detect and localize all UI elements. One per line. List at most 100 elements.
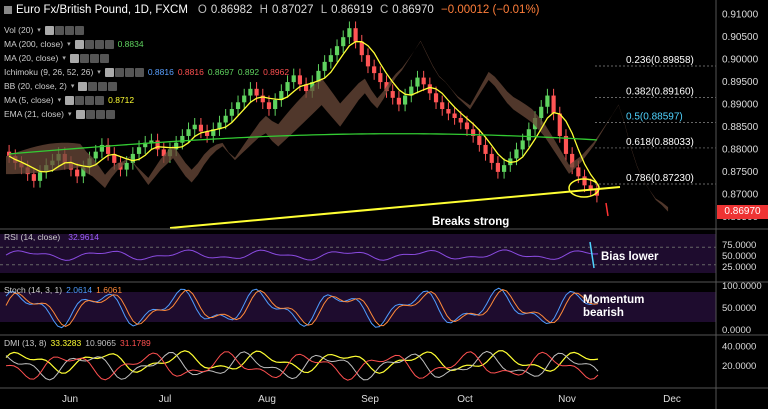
indicator-row[interactable]: Ichimoku (9, 26, 52, 26) ▾ 0.8816 0.8816 0.8… (4, 66, 289, 78)
candle-body (186, 129, 191, 136)
indicator-controls (75, 109, 115, 119)
candle-body (520, 140, 525, 150)
control-icon (54, 25, 64, 35)
indicator-row[interactable]: BB (20, close, 2) ▾ (4, 80, 118, 92)
chevron-down-icon: ▾ (97, 69, 101, 76)
indicator-row[interactable]: MA (20, close) ▾ (4, 52, 109, 64)
indicator-tick-label: 50.0000 (722, 303, 756, 314)
indicator-value: 0.892 (237, 67, 260, 77)
indicator-name: Vol (20) (4, 25, 34, 35)
chevron-down-icon[interactable] (4, 6, 12, 14)
indicator-name: BB (20, close, 2) (4, 81, 67, 91)
indicator-name: MA (200, close) (4, 39, 64, 49)
candle-body (347, 28, 352, 38)
candle-body (458, 118, 463, 123)
indicator-row[interactable]: MA (5, close) ▾ 0.8712 (4, 94, 134, 106)
indicator-controls (44, 25, 84, 35)
rsi-label: RSI (14, close) (4, 232, 61, 242)
chevron-down-icon: ▾ (62, 55, 66, 62)
dmi-plus-line (5, 350, 599, 381)
fib-label: 0.786(0.87230) (626, 173, 694, 184)
candle-body (93, 151, 98, 159)
control-icon (99, 53, 109, 63)
stoch-k-value: 2.0614 (66, 285, 93, 295)
candle-body (489, 153, 494, 163)
rsi-legend: RSI (14, close) 32.9614 (4, 232, 99, 242)
indicator-tick-label: 40.0000 (722, 342, 756, 353)
indicator-name: MA (5, close) (4, 95, 54, 105)
time-tick-label: Dec (663, 394, 681, 405)
candle-body (260, 95, 265, 103)
indicator-tick-label: 25.0000 (722, 262, 756, 273)
candle-body (99, 144, 104, 152)
indicator-row[interactable]: Vol (20) ▾ (4, 24, 84, 36)
fib-label: 0.236(0.89858) (626, 55, 694, 66)
highlight-ellipse (568, 178, 600, 198)
ma200-line (9, 133, 597, 155)
indicator-tick-label: 20.0000 (722, 361, 756, 372)
control-icon (95, 109, 105, 119)
eye-icon (44, 25, 54, 35)
time-tick-label: Sep (361, 394, 379, 405)
candle-body (328, 55, 333, 62)
control-icon (104, 39, 114, 49)
time-tick-label: Jul (159, 394, 172, 405)
candle-body (223, 115, 228, 123)
candle-body (174, 142, 179, 150)
control-icon (94, 39, 104, 49)
time-tick-label: Nov (558, 394, 576, 405)
symbol-title[interactable]: Euro Fx/British Pound, 1D, FXCM (16, 4, 188, 16)
candle-body (285, 82, 290, 92)
dmi-legend: DMI (13, 8) 33.3283 10.9065 31.1789 (4, 338, 151, 348)
eye-icon (75, 109, 85, 119)
annotation-breaks: Breaks strong (432, 216, 510, 228)
trend-line (169, 186, 621, 229)
candle-body (446, 109, 451, 114)
price-tick-label: 0.89000 (722, 100, 759, 111)
eye-icon (78, 81, 88, 91)
candle-body (266, 102, 272, 110)
candle-body (112, 153, 117, 163)
control-icon (134, 67, 144, 77)
candle-body (334, 46, 340, 56)
candle-body (421, 77, 426, 85)
stoch-legend: Stoch (14, 3, 1) 2.0614 1.6061 (4, 285, 122, 295)
candle-body (403, 95, 408, 105)
chevron-down-icon: ▾ (67, 41, 71, 48)
indicator-controls (69, 53, 109, 63)
ichimoku-cloud (6, 40, 669, 212)
candle-body (81, 167, 86, 177)
candle-body (155, 140, 160, 150)
candle-body (341, 37, 346, 47)
dmi-adx-value: 33.3283 (50, 338, 82, 348)
candle-body (229, 109, 234, 116)
indicator-name: EMA (21, close) (4, 109, 64, 119)
control-icon (124, 67, 134, 77)
candle-body (124, 162, 129, 170)
candle-body (130, 153, 135, 163)
candle-body (576, 167, 581, 177)
chevron-down-icon: ▾ (37, 27, 41, 34)
control-icon (88, 81, 98, 91)
indicator-value: 0.8697 (207, 67, 234, 77)
indicator-value: 0.8834 (117, 39, 144, 49)
candle-body (372, 66, 377, 74)
indicator-row[interactable]: EMA (21, close) ▾ (4, 108, 115, 120)
dmi-label: DMI (13, 8) (4, 338, 47, 348)
arrow-down-icon (589, 241, 595, 269)
control-icon (84, 39, 94, 49)
indicator-controls (74, 39, 114, 49)
stoch-label: Stoch (14, 3, 1) (4, 285, 63, 295)
candle-body (316, 70, 321, 83)
annotation-momentum: Momentum bearish (583, 294, 645, 319)
candle-body (495, 162, 500, 172)
current-price-tag: 0.86970 (717, 205, 768, 219)
low-value: 0.86919 (331, 4, 373, 16)
price-tick-label: 0.87000 (722, 189, 759, 200)
control-icon (75, 95, 85, 105)
stoch-d-value: 1.6061 (96, 285, 123, 295)
control-icon (98, 81, 108, 91)
control-icon (79, 53, 89, 63)
indicator-row[interactable]: MA (200, close) ▾ 0.8834 (4, 38, 144, 50)
